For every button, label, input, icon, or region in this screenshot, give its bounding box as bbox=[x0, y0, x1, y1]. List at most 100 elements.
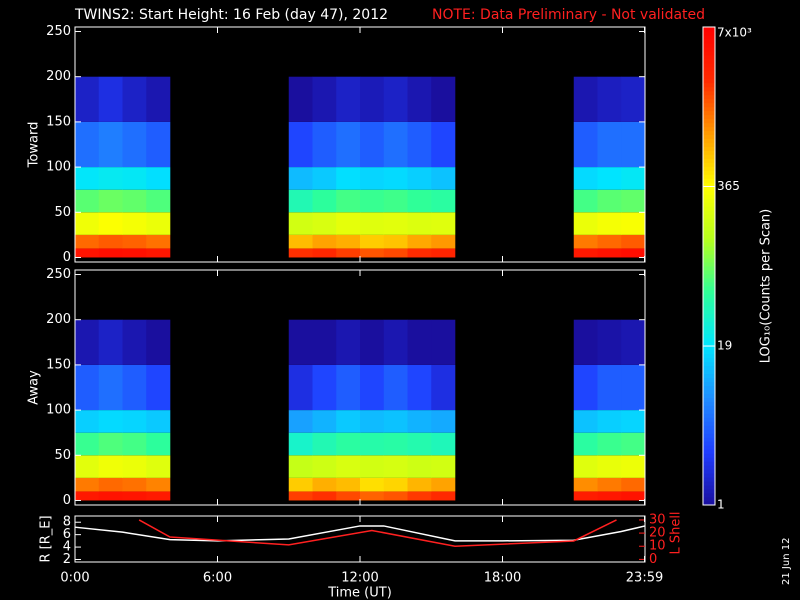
heat-cell bbox=[288, 477, 313, 492]
note: NOTE: Data Preliminary - Not validated bbox=[432, 7, 705, 23]
colorbar-segment bbox=[703, 353, 715, 359]
heat-cell bbox=[407, 248, 432, 258]
colorbar-segment bbox=[703, 130, 715, 136]
colorbar-segment bbox=[703, 110, 715, 116]
heat-cell bbox=[146, 364, 171, 411]
colorbar-segment bbox=[703, 214, 715, 219]
colorbar-segment bbox=[703, 62, 715, 68]
heat-cell bbox=[621, 248, 646, 258]
heat-cell bbox=[573, 477, 598, 492]
heat-cell bbox=[122, 189, 147, 213]
date-stamp: 21 Jun 12 bbox=[781, 538, 792, 585]
heat-cell bbox=[146, 248, 171, 258]
heat-cell bbox=[122, 410, 147, 433]
y2-axis-label: L Shell bbox=[669, 511, 684, 554]
heat-cell bbox=[383, 189, 408, 213]
heat-cell bbox=[597, 189, 622, 213]
heat-cell bbox=[407, 76, 432, 122]
colorbar-segment bbox=[703, 134, 715, 140]
chart-title: TWINS2: Start Height: 16 Feb (day 47), 2… bbox=[74, 7, 388, 23]
heat-cell bbox=[75, 234, 100, 249]
heat-cell bbox=[122, 234, 147, 249]
heat-cell bbox=[573, 455, 598, 478]
heat-cell bbox=[122, 455, 147, 478]
colorbar-segment bbox=[703, 58, 715, 64]
y-tick-label: 250 bbox=[46, 267, 71, 282]
heat-cell bbox=[75, 76, 100, 122]
heat-cell bbox=[336, 319, 361, 365]
colorbar-segment bbox=[703, 138, 715, 144]
heat-cell bbox=[383, 167, 408, 190]
x-tick-label: 0:00 bbox=[60, 571, 89, 586]
heat-cell bbox=[573, 189, 598, 213]
x-tick-label: 18:00 bbox=[484, 571, 521, 586]
colorbar-segment bbox=[703, 154, 715, 159]
heat-cell bbox=[98, 167, 123, 190]
heat-cell bbox=[122, 212, 147, 235]
heat-cell bbox=[146, 491, 171, 501]
colorbar-segment bbox=[703, 297, 715, 303]
heat-cell bbox=[407, 167, 432, 190]
y-tick-label: 100 bbox=[46, 403, 71, 418]
heat-cell bbox=[75, 319, 100, 365]
heat-cell bbox=[312, 432, 337, 456]
heat-cell bbox=[75, 212, 100, 235]
heat-cell bbox=[621, 432, 646, 456]
heat-cell bbox=[98, 410, 123, 433]
heat-cell bbox=[597, 491, 622, 501]
colorbar-segment bbox=[703, 222, 715, 227]
heat-cell bbox=[336, 189, 361, 213]
colorbar-segment bbox=[703, 27, 715, 32]
heat-cell bbox=[288, 76, 313, 122]
heat-cell bbox=[122, 167, 147, 190]
heat-cell bbox=[431, 491, 456, 501]
colorbar-segment bbox=[703, 301, 715, 307]
colorbar-segment bbox=[703, 485, 715, 490]
colorbar-segment bbox=[703, 369, 715, 375]
colorbar-segment bbox=[703, 246, 715, 251]
colorbar-segment bbox=[703, 481, 715, 486]
heat-cell bbox=[312, 455, 337, 478]
heat-cell bbox=[360, 167, 385, 190]
y-tick-label: 0 bbox=[63, 493, 71, 508]
colorbar-segment bbox=[703, 150, 715, 155]
heat-cell bbox=[288, 248, 313, 258]
colorbar-segment bbox=[703, 289, 715, 295]
colorbar-segment bbox=[703, 477, 715, 482]
heat-cell bbox=[597, 167, 622, 190]
colorbar-segment bbox=[703, 309, 715, 315]
heat-cell bbox=[288, 167, 313, 190]
heat-cell bbox=[336, 410, 361, 433]
heat-cell bbox=[621, 76, 646, 122]
heat-cell bbox=[312, 477, 337, 492]
y-tick-label: 50 bbox=[54, 205, 71, 220]
colorbar-segment bbox=[703, 126, 715, 132]
colorbar-segment bbox=[703, 106, 715, 112]
y-tick-label: 250 bbox=[46, 24, 71, 39]
colorbar-segment bbox=[703, 293, 715, 299]
heat-cell bbox=[383, 455, 408, 478]
heat-cell bbox=[312, 491, 337, 501]
heat-cell bbox=[621, 212, 646, 235]
heat-cell bbox=[573, 410, 598, 433]
colorbar-segment bbox=[703, 489, 715, 494]
heat-cell bbox=[360, 432, 385, 456]
colorbar-segment bbox=[703, 413, 715, 418]
colorbar-segment bbox=[703, 94, 715, 100]
colorbar-segment bbox=[703, 405, 715, 410]
colorbar-segment bbox=[703, 70, 715, 76]
heat-cell bbox=[621, 491, 646, 501]
colorbar-tick-label: 7x10³ bbox=[717, 26, 752, 40]
heat-cell bbox=[431, 167, 456, 190]
heat-cell bbox=[573, 248, 598, 258]
colorbar-segment bbox=[703, 325, 715, 331]
colorbar-segment bbox=[703, 349, 715, 355]
heat-cell bbox=[288, 432, 313, 456]
heat-cell bbox=[360, 364, 385, 411]
colorbar-segment bbox=[703, 234, 715, 239]
heat-cell bbox=[360, 319, 385, 365]
colorbar-segment bbox=[703, 473, 715, 478]
y-tick-label: 100 bbox=[46, 160, 71, 175]
heat-cell bbox=[597, 248, 622, 258]
colorbar-segment bbox=[703, 337, 715, 343]
